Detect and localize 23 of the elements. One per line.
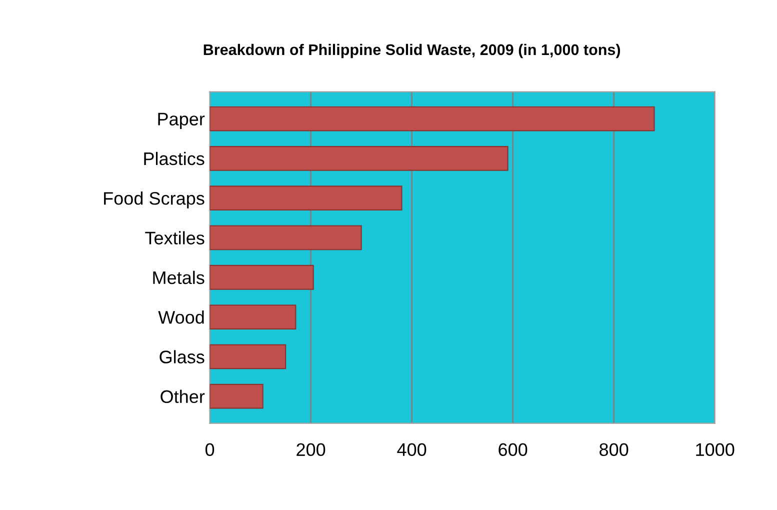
y-tick-label: Other <box>160 390 205 404</box>
bar <box>210 384 264 409</box>
bar <box>210 225 362 250</box>
bar <box>210 264 314 290</box>
x-tick-label: 200 <box>296 443 326 456</box>
y-tick-label: Food Scraps <box>104 192 204 208</box>
y-tick-label: Textiles <box>145 231 204 244</box>
x-tick-label: 400 <box>397 443 426 456</box>
x-tick-label: 600 <box>498 443 528 456</box>
y-tick-label: Wood <box>158 310 204 324</box>
bar <box>210 344 286 370</box>
y-tick-label: Paper <box>158 112 205 130</box>
chart-title: Breakdown of Philippine Solid Waste, 2009 (in 1,000 tons) <box>204 44 620 58</box>
bar <box>210 106 655 132</box>
bar <box>210 146 508 171</box>
bar <box>210 304 296 330</box>
x-tick-label: 800 <box>600 443 628 456</box>
y-tick-label: Metals <box>153 270 204 284</box>
y-tick-label: Plastics <box>144 152 204 166</box>
x-tick-label: 0 <box>205 443 214 456</box>
bar <box>210 186 402 211</box>
x-tick-label: 1000 <box>696 443 734 456</box>
y-tick-label: Glass <box>160 350 204 364</box>
